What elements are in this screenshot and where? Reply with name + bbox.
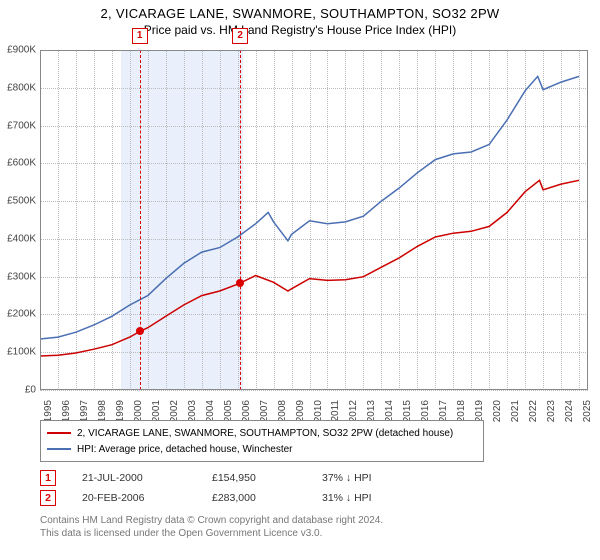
x-axis-label: 2007 — [259, 400, 270, 422]
x-axis-label: 1999 — [115, 400, 126, 422]
txn-price: £283,000 — [212, 492, 322, 504]
table-row: 2 20-FEB-2006 £283,000 31% ↓ HPI — [40, 488, 588, 508]
plot-area: £0£100K£200K£300K£400K£500K£600K£700K£80… — [40, 50, 588, 390]
y-axis-label: £900K — [7, 45, 40, 56]
x-axis-label: 2021 — [510, 400, 521, 422]
y-axis-label: £400K — [7, 233, 40, 244]
x-axis-label: 2009 — [295, 400, 306, 422]
footer-line: Contains HM Land Registry data © Crown c… — [40, 514, 588, 527]
x-axis-label: 1997 — [79, 400, 90, 422]
y-axis-label: £700K — [7, 120, 40, 131]
txn-date: 21-JUL-2000 — [82, 472, 212, 484]
y-axis-label: £200K — [7, 309, 40, 320]
txn-pct-vs-hpi: 31% ↓ HPI — [322, 492, 462, 504]
x-axis-label: 1995 — [43, 400, 54, 422]
x-axis-label: 2010 — [313, 400, 324, 422]
y-axis-label: £100K — [7, 347, 40, 358]
legend-item-property: 2, VICARAGE LANE, SWANMORE, SOUTHAMPTON,… — [47, 425, 477, 441]
y-axis-label: £0 — [25, 385, 40, 396]
footer-attribution: Contains HM Land Registry data © Crown c… — [40, 514, 588, 540]
txn-date: 20-FEB-2006 — [82, 492, 212, 504]
x-axis-label: 2022 — [528, 400, 539, 422]
marker-badge: 2 — [40, 490, 56, 506]
legend-label: HPI: Average price, detached house, Winc… — [77, 444, 293, 455]
x-axis-label: 2003 — [187, 400, 198, 422]
x-axis-label: 2019 — [474, 400, 485, 422]
footer-line: This data is licensed under the Open Gov… — [40, 527, 588, 540]
x-axis-label: 2011 — [330, 400, 341, 422]
txn-pct-vs-hpi: 37% ↓ HPI — [322, 472, 462, 484]
x-axis-label: 2013 — [366, 400, 377, 422]
marker-badge: 1 — [132, 28, 148, 44]
txn-price: £154,950 — [212, 472, 322, 484]
x-axis-label: 2024 — [564, 400, 575, 422]
marker-badge: 1 — [40, 470, 56, 486]
table-row: 1 21-JUL-2000 £154,950 37% ↓ HPI — [40, 468, 588, 488]
x-axis-label: 2016 — [420, 400, 431, 422]
x-axis-label: 2025 — [582, 400, 593, 422]
x-axis-label: 2018 — [456, 400, 467, 422]
x-axis-label: 2004 — [205, 400, 216, 422]
x-axis-label: 2012 — [348, 400, 359, 422]
title-line-1: 2, VICARAGE LANE, SWANMORE, SOUTHAMPTON,… — [0, 0, 600, 21]
legend-label: 2, VICARAGE LANE, SWANMORE, SOUTHAMPTON,… — [77, 428, 453, 439]
legend-item-hpi: HPI: Average price, detached house, Winc… — [47, 441, 477, 457]
y-axis-label: £500K — [7, 196, 40, 207]
x-axis-label: 2014 — [384, 400, 395, 422]
y-axis-label: £800K — [7, 82, 40, 93]
x-axis-label: 1998 — [97, 400, 108, 422]
x-axis-label: 2008 — [277, 400, 288, 422]
y-axis-label: £300K — [7, 271, 40, 282]
x-axis-label: 2020 — [492, 400, 503, 422]
legend: 2, VICARAGE LANE, SWANMORE, SOUTHAMPTON,… — [40, 420, 484, 462]
x-axis-label: 2017 — [438, 400, 449, 422]
x-axis-label: 2002 — [169, 400, 180, 422]
transactions-table: 1 21-JUL-2000 £154,950 37% ↓ HPI 2 20-FE… — [40, 468, 588, 508]
x-axis-label: 1996 — [61, 400, 72, 422]
x-axis-label: 2000 — [133, 400, 144, 422]
x-axis-label: 2001 — [151, 400, 162, 422]
x-axis-label: 2005 — [223, 400, 234, 422]
title-line-2: Price paid vs. HM Land Registry's House … — [0, 21, 600, 41]
chart-container: 2, VICARAGE LANE, SWANMORE, SOUTHAMPTON,… — [0, 0, 600, 560]
x-axis-label: 2015 — [402, 400, 413, 422]
plot-border — [40, 50, 588, 390]
y-axis-label: £600K — [7, 158, 40, 169]
x-axis-label: 2023 — [546, 400, 557, 422]
x-axis-label: 2006 — [241, 400, 252, 422]
marker-badge: 2 — [232, 28, 248, 44]
